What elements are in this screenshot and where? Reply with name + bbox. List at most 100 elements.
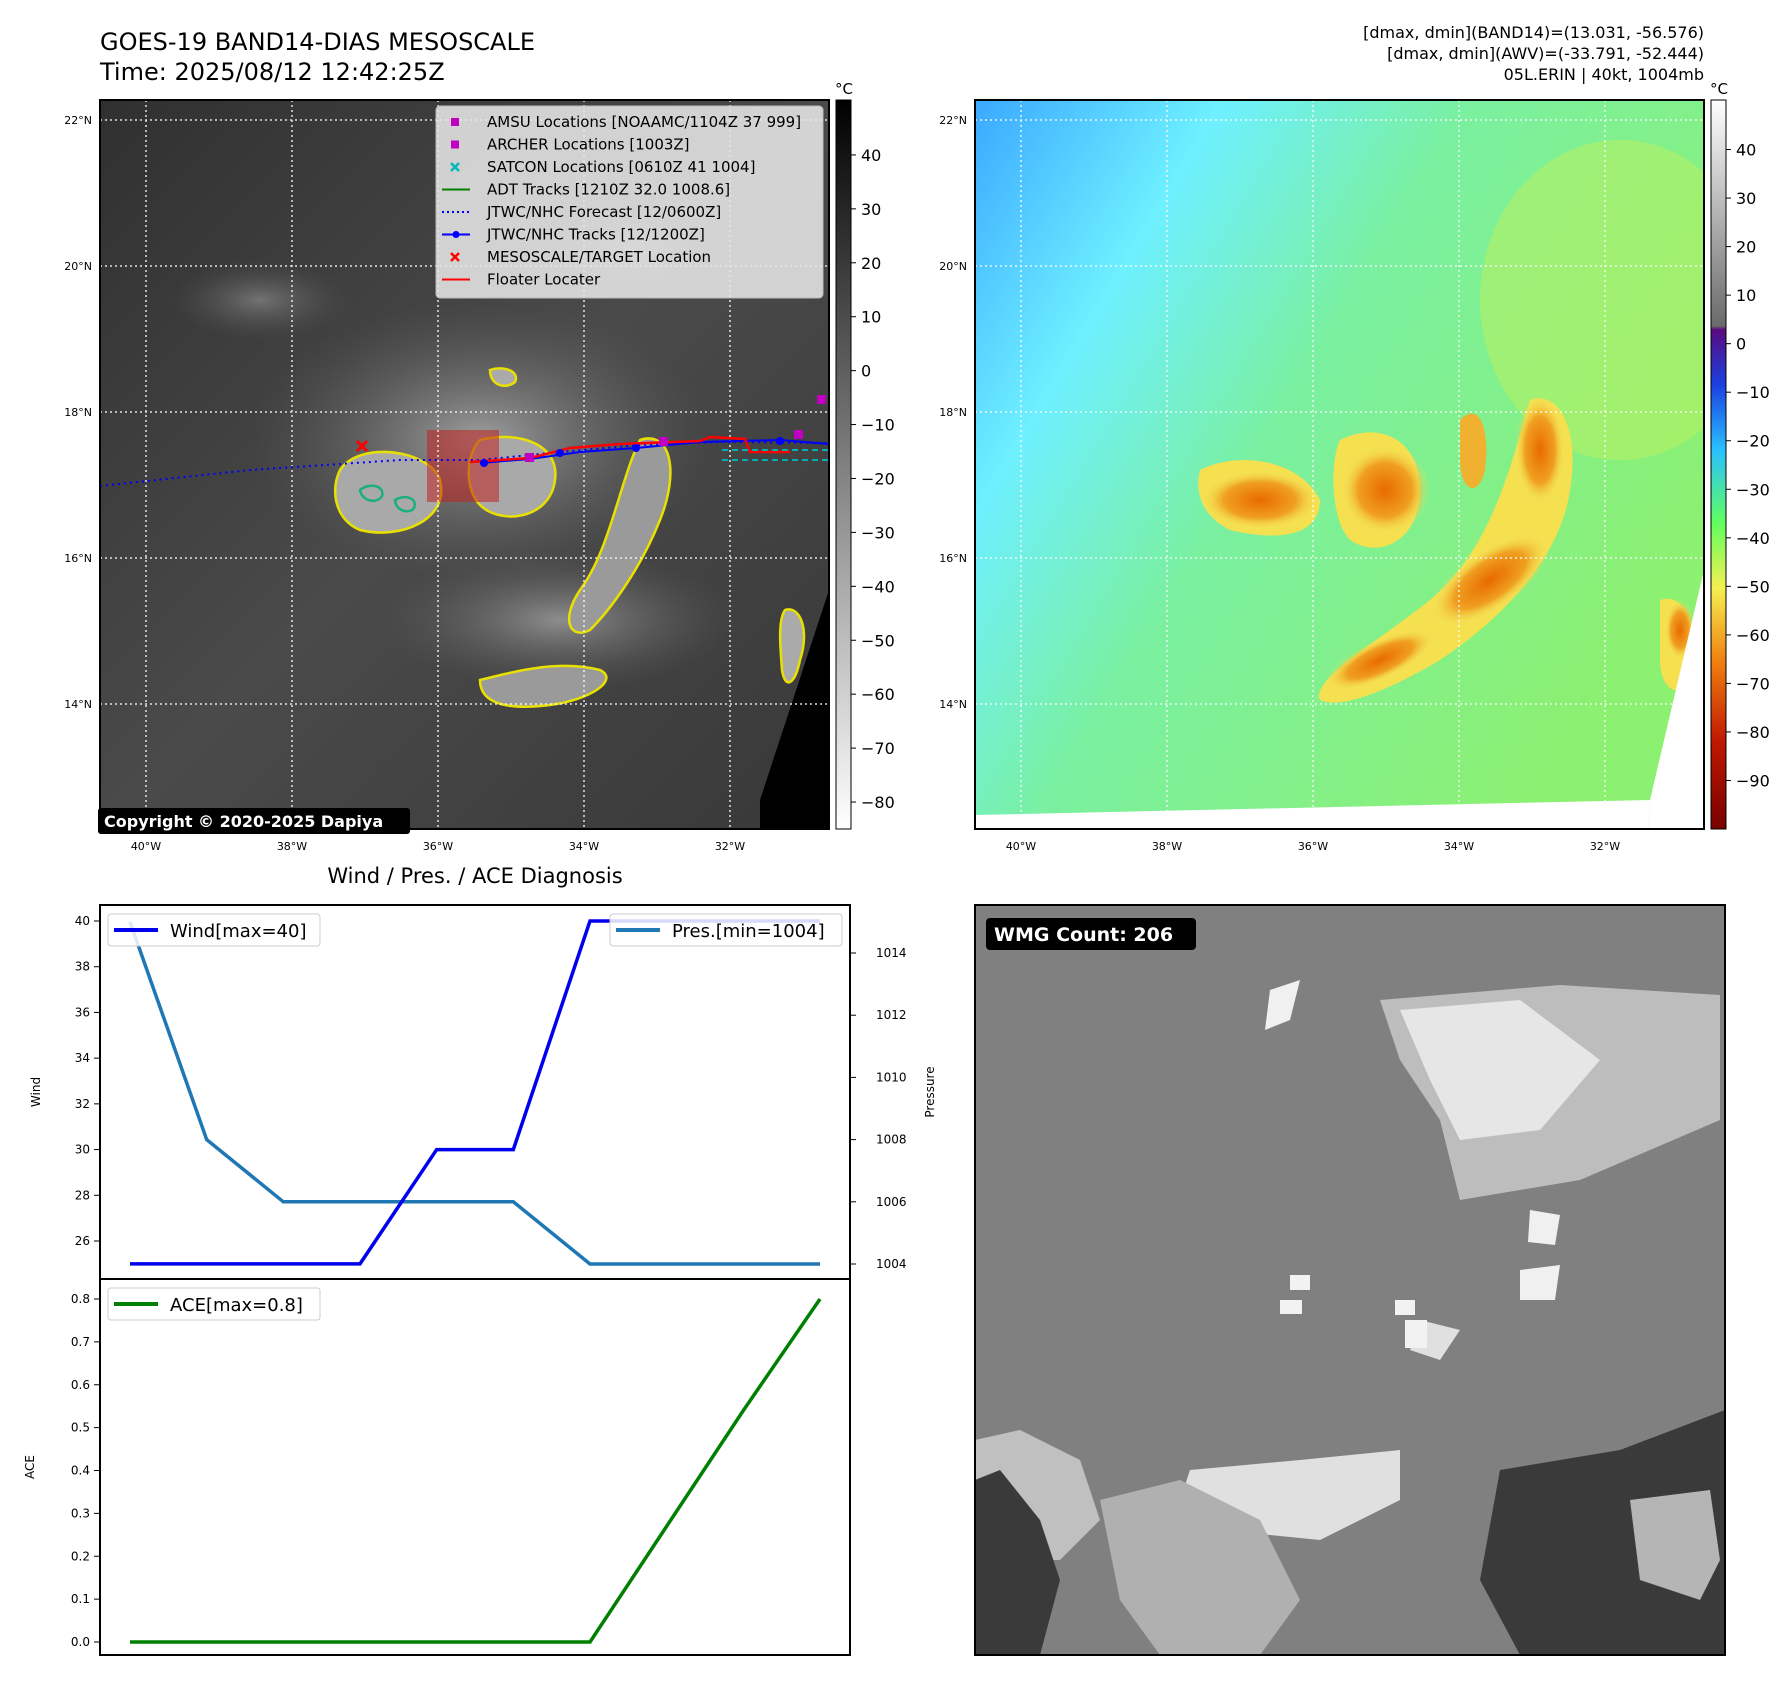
stats-awv: [dmax, dmin](AWV)=(-33.791, -52.444) [1387,44,1704,63]
pressure-tick-label: 1008 [876,1133,907,1147]
colorbar-tick-label: −60 [1736,626,1770,645]
square-marker-icon [451,118,459,126]
legend-entry: JTWC/NHC Forecast [12/0600Z] [442,203,721,221]
lat-label: 14°N [939,698,967,711]
pressure-series-line [128,921,820,1266]
legend-label: ADT Tracks [1210Z 32.0 1008.6] [487,181,730,199]
wind-axis-label: Wind [29,1077,43,1107]
legend-entry: JTWC/NHC Tracks [12/1200Z] [442,226,705,244]
lat-label: 20°N [64,260,92,273]
wv-lon-labels: 40°W 38°W 36°W 34°W 32°W [1006,840,1620,853]
wind-tick-label: 32 [75,1097,90,1111]
wind-tick-label: 40 [75,914,90,928]
pressure-legend: Pres.[min=1004] [609,913,843,947]
forecast-track [99,440,830,487]
ace-tick-label: 0.3 [71,1506,90,1520]
storm-info: 05L.ERIN | 40kt, 1004mb [1504,65,1704,84]
legend-label: Floater Locater [487,271,601,289]
colorbar-tick-label: −50 [861,631,895,650]
map-legend: AMSU Locations [NOAAMC/1104Z 37 999] ARCH… [435,105,824,299]
colorbar-tick-label: −10 [861,416,895,435]
stats-band14: [dmax, dmin](BAND14)=(13.031, -56.576) [1363,23,1704,42]
lat-label: 14°N [64,698,92,711]
legend-entry: ADT Tracks [1210Z 32.0 1008.6] [442,181,730,199]
pressure-tick-label: 1010 [876,1070,907,1084]
colorbar-tick-label: −40 [861,577,895,596]
wv-map [974,99,1705,830]
pressure-tick-label: 1004 [876,1257,907,1271]
lat-label: 22°N [939,114,967,127]
lon-label: 40°W [1006,840,1036,853]
ace-panel: 0.8 0.7 0.6 0.5 0.4 0.3 0.2 0.1 0.0 ACE ACE[max=… [23,1278,851,1656]
pressure-tick-label: 1012 [876,1008,907,1022]
colorbar-tick-label: 20 [1736,238,1756,257]
ace-series-line [130,1298,822,1644]
lon-label: 38°W [277,840,307,853]
legend-label: JTWC/NHC Forecast [12/0600Z] [486,203,721,221]
lon-label: 36°W [423,840,453,853]
x-marker-icon [450,252,460,262]
legend-entry: MESOSCALE/TARGET Location [450,248,711,266]
colorbar-tick-label: −50 [1736,577,1770,596]
colorbar-tick-label: −80 [1736,723,1770,742]
legend-label: ARCHER Locations [1003Z] [487,136,690,154]
colorbar-tick-label: −80 [861,793,895,812]
wind-tick-label: 28 [75,1188,90,1202]
lon-label: 34°W [569,840,599,853]
ace-legend-label: ACE[max=0.8] [170,1295,303,1316]
colorbar-tick-label: −30 [1736,480,1770,499]
wind-tick-label: 30 [75,1143,90,1157]
legend-entry: AMSU Locations [NOAAMC/1104Z 37 999] [451,113,801,131]
ace-tick-label: 0.6 [71,1378,90,1392]
floater-track [469,435,790,464]
lon-label: 38°W [1152,840,1182,853]
lat-label: 16°N [64,552,92,565]
ace-legend: ACE[max=0.8] [107,1287,321,1321]
legend-entry: SATCON Locations [0610Z 41 1004] [450,158,755,176]
ace-tick-label: 0.1 [71,1592,90,1606]
wind-tick-label: 36 [75,1005,90,1019]
copyright-label: Copyright © 2020-2025 Dapiya [104,812,383,831]
ace-tick-label: 0.8 [71,1292,90,1306]
lat-label: 20°N [939,260,967,273]
pressure-tick-label: 1014 [876,946,907,960]
pressure-tick-label: 1006 [876,1195,907,1209]
diagnosis-title: Wind / Pres. / ACE Diagnosis [327,864,622,888]
legend-label: JTWC/NHC Tracks [12/1200Z] [486,226,705,244]
colorbar-tick-label: −70 [1736,674,1770,693]
colorbar-tick-label: −10 [1736,383,1770,402]
wind-legend: Wind[max=40] [107,913,321,947]
colorbar-tick-label: −40 [1736,529,1770,548]
ace-axis-label: ACE [23,1455,37,1479]
dot-marker-icon [452,231,460,238]
colorbar-tick-label: −70 [861,739,895,758]
lon-label: 34°W [1444,840,1474,853]
colorbar-unit: °C [1710,80,1728,98]
ace-tick-label: 0.5 [71,1421,90,1435]
colorbar-tick-label: −20 [1736,432,1770,451]
target-marker [355,439,369,453]
lat-label: 18°N [64,406,92,419]
colorbar-tick-label: 40 [861,146,881,165]
legend-label: MESOSCALE/TARGET Location [487,248,711,266]
lon-label: 36°W [1298,840,1328,853]
lat-label: 22°N [64,114,92,127]
ace-tick-label: 0.7 [71,1335,90,1349]
colorbar-tick-label: 20 [861,254,881,273]
ace-tick-label: 0.0 [71,1635,90,1649]
ir-lon-labels: 40°W 38°W 36°W 34°W 32°W [131,840,745,853]
lon-label: 40°W [131,840,161,853]
colorbar-tick-label: 40 [1736,141,1756,160]
x-marker-icon [450,162,460,172]
lat-label: 18°N [939,406,967,419]
wv-lat-labels: 22°N 20°N 18°N 16°N 14°N [939,114,967,711]
ace-tick-label: 0.2 [71,1549,90,1563]
colorbar-tick-label: 0 [861,362,871,381]
gray-colorbar: °C 40 30 20 10 0 −10 −20 −30 −40 −50 −60 −70 −80 [835,80,895,830]
lon-label: 32°W [1590,840,1620,853]
legend-entry: Floater Locater [442,271,601,289]
ace-tick-label: 0.4 [71,1464,90,1478]
ir-lat-labels: 22°N 20°N 18°N 16°N 14°N [64,114,92,711]
wind-tick-label: 26 [75,1234,90,1248]
wind-tick-label: 34 [75,1051,90,1065]
